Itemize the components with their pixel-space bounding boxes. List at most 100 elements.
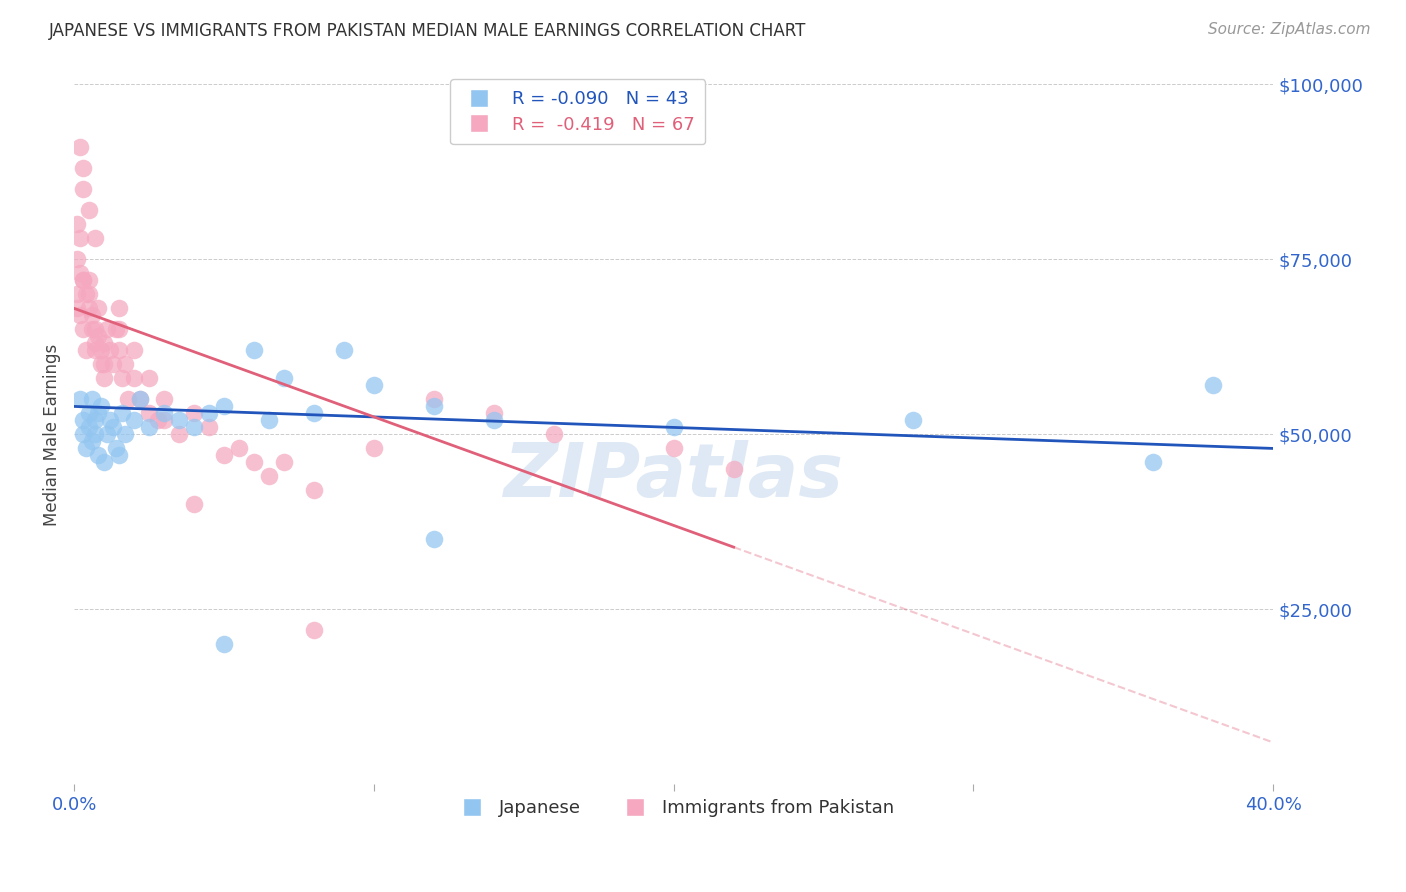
Point	[363, 378, 385, 392]
Point	[183, 420, 205, 434]
Point	[122, 413, 145, 427]
Point	[69, 231, 91, 245]
Point	[84, 336, 107, 351]
Point	[93, 455, 115, 469]
Point	[257, 413, 280, 427]
Point	[243, 455, 266, 469]
Point	[98, 343, 121, 358]
Point	[79, 273, 101, 287]
Point	[87, 301, 110, 316]
Text: JAPANESE VS IMMIGRANTS FROM PAKISTAN MEDIAN MALE EARNINGS CORRELATION CHART: JAPANESE VS IMMIGRANTS FROM PAKISTAN MED…	[49, 22, 807, 40]
Y-axis label: Median Male Earnings: Median Male Earnings	[44, 343, 60, 525]
Point	[129, 392, 152, 407]
Point	[114, 358, 136, 372]
Point	[79, 301, 101, 316]
Point	[122, 343, 145, 358]
Point	[111, 406, 134, 420]
Point	[72, 273, 94, 287]
Point	[72, 427, 94, 442]
Point	[69, 309, 91, 323]
Point	[167, 427, 190, 442]
Point	[662, 420, 685, 434]
Point	[723, 462, 745, 476]
Point	[212, 449, 235, 463]
Point	[79, 406, 101, 420]
Point	[79, 287, 101, 301]
Point	[302, 624, 325, 638]
Point	[423, 400, 446, 414]
Point	[66, 252, 89, 267]
Point	[90, 358, 112, 372]
Point	[75, 343, 97, 358]
Point	[82, 392, 104, 407]
Point	[108, 301, 131, 316]
Point	[903, 413, 925, 427]
Point	[543, 427, 565, 442]
Point	[183, 406, 205, 420]
Point	[79, 203, 101, 218]
Point	[72, 182, 94, 196]
Point	[82, 309, 104, 323]
Point	[103, 358, 125, 372]
Point	[66, 301, 89, 316]
Point	[98, 413, 121, 427]
Point	[243, 343, 266, 358]
Point	[90, 400, 112, 414]
Point	[96, 322, 118, 336]
Point	[87, 449, 110, 463]
Point	[212, 637, 235, 651]
Point	[90, 343, 112, 358]
Point	[75, 442, 97, 456]
Point	[662, 442, 685, 456]
Point	[257, 469, 280, 483]
Point	[273, 371, 295, 385]
Point	[212, 400, 235, 414]
Point	[108, 322, 131, 336]
Point	[482, 413, 505, 427]
Point	[87, 329, 110, 343]
Point	[72, 322, 94, 336]
Point	[273, 455, 295, 469]
Point	[111, 371, 134, 385]
Point	[363, 442, 385, 456]
Point	[96, 427, 118, 442]
Point	[302, 406, 325, 420]
Point	[93, 336, 115, 351]
Point	[153, 392, 176, 407]
Point	[75, 287, 97, 301]
Point	[79, 420, 101, 434]
Point	[138, 420, 160, 434]
Point	[302, 483, 325, 498]
Point	[82, 434, 104, 449]
Point	[198, 406, 221, 420]
Point	[105, 322, 128, 336]
Point	[183, 498, 205, 512]
Point	[93, 358, 115, 372]
Point	[87, 406, 110, 420]
Point	[72, 161, 94, 176]
Point	[66, 218, 89, 232]
Point	[108, 449, 131, 463]
Point	[105, 442, 128, 456]
Point	[108, 343, 131, 358]
Text: ZIPatlas: ZIPatlas	[503, 440, 844, 513]
Point	[69, 392, 91, 407]
Point	[114, 427, 136, 442]
Point	[148, 413, 170, 427]
Point	[84, 413, 107, 427]
Legend: Japanese, Immigrants from Pakistan: Japanese, Immigrants from Pakistan	[446, 792, 901, 824]
Point	[117, 392, 139, 407]
Point	[333, 343, 356, 358]
Point	[69, 267, 91, 281]
Point	[103, 420, 125, 434]
Point	[153, 413, 176, 427]
Point	[423, 392, 446, 407]
Point	[72, 273, 94, 287]
Point	[138, 406, 160, 420]
Point	[198, 420, 221, 434]
Point	[1202, 378, 1225, 392]
Point	[423, 533, 446, 547]
Point	[84, 231, 107, 245]
Point	[138, 371, 160, 385]
Point	[1142, 455, 1164, 469]
